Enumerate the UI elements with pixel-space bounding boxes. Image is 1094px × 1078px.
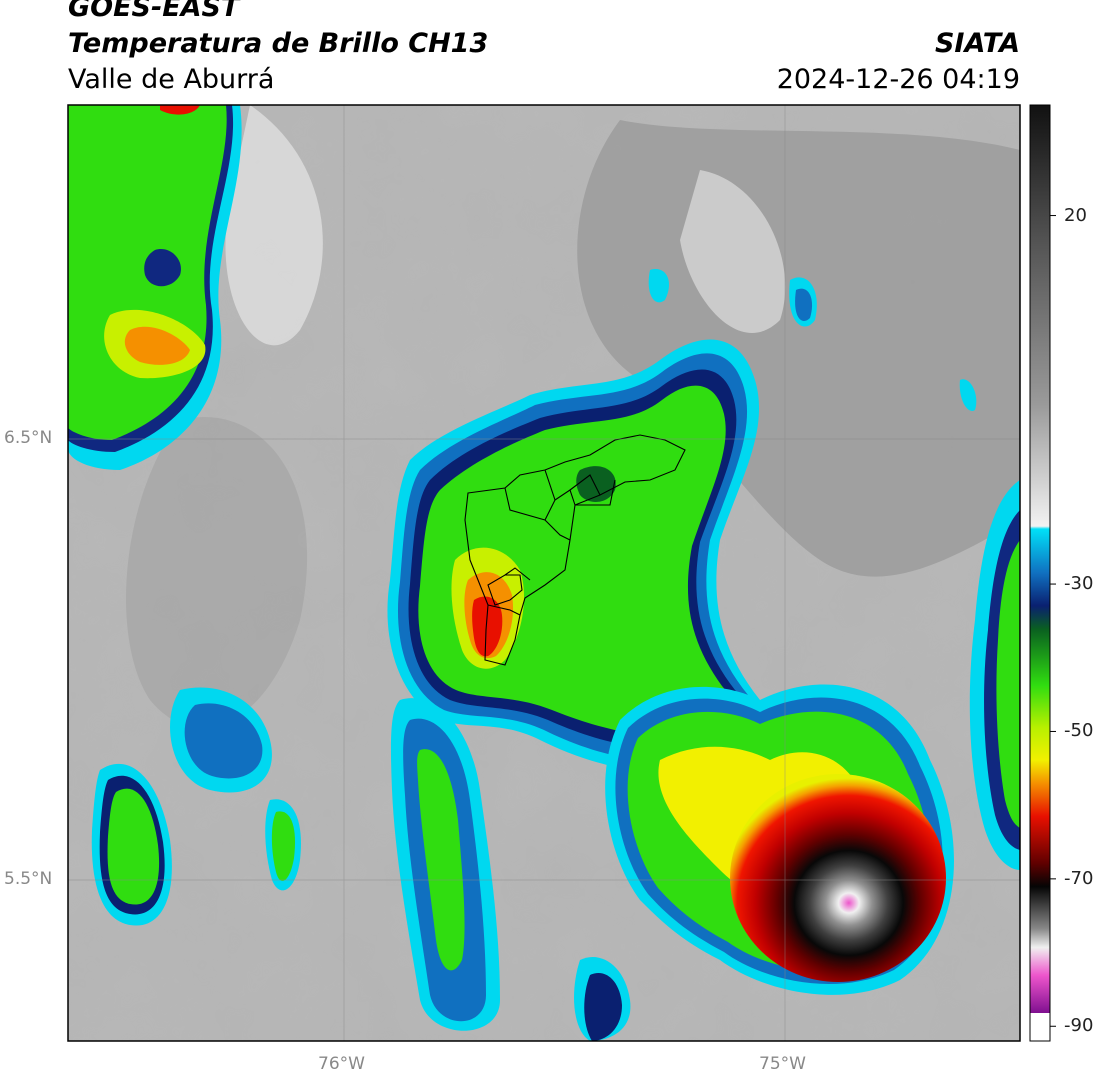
map-frame xyxy=(67,104,1021,1042)
light-cloud-region xyxy=(225,105,323,346)
small-cell xyxy=(648,269,670,303)
light-cloud-region xyxy=(680,170,786,333)
lat-label: 5.5°N xyxy=(4,869,53,889)
municipal-boundaries xyxy=(464,434,686,666)
lon-label: 75°W xyxy=(759,1054,806,1074)
colorbar-tick-label: -30 xyxy=(1064,573,1094,595)
colorbar-tick-label: -90 xyxy=(1064,1015,1094,1037)
convective-cell-east xyxy=(959,379,1020,870)
colorbar-tick-label: -50 xyxy=(1064,720,1094,742)
convective-cluster-central xyxy=(387,339,777,773)
satellite-title: GOES-EAST xyxy=(68,0,240,23)
organization-label: SIATA xyxy=(934,28,1020,59)
product-title: Temperatura de Brillo CH13 xyxy=(68,28,489,59)
colorbar xyxy=(1029,104,1056,1042)
small-cell xyxy=(795,288,813,321)
colorbar-frame xyxy=(1029,104,1051,1042)
convective-band-south xyxy=(390,698,631,1041)
convective-cell-northwest xyxy=(68,105,242,470)
region-label: Valle de Aburrá xyxy=(68,64,275,95)
gray-cloud-region xyxy=(126,416,308,729)
lon-label: 76°W xyxy=(318,1054,365,1074)
storm-southeast xyxy=(605,684,954,995)
colorbar-gradient xyxy=(1030,105,1050,1041)
colorbar-tick-label: -70 xyxy=(1064,867,1094,889)
timestamp-label: 2024-12-26 04:19 xyxy=(776,64,1020,95)
lat-label: 6.5°N xyxy=(4,428,53,448)
gridlines xyxy=(68,105,1020,1041)
colorbar-tick-label: 20 xyxy=(1064,204,1087,226)
